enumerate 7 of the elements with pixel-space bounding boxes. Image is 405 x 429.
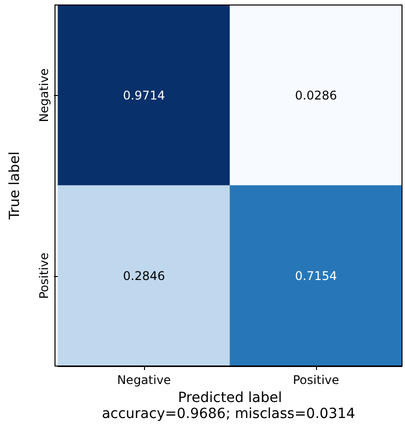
y-axis-title: True label [7, 151, 23, 221]
data-label: 0.0286 [295, 88, 337, 102]
data-label: 0.7154 [295, 268, 337, 283]
x-axis-title: Predicted label [178, 390, 282, 406]
data-label: 0.9714 [123, 88, 165, 102]
data-label: 0.2846 [123, 268, 165, 283]
text: accuracy=0.9686; misclass=0.0314 [102, 406, 356, 422]
